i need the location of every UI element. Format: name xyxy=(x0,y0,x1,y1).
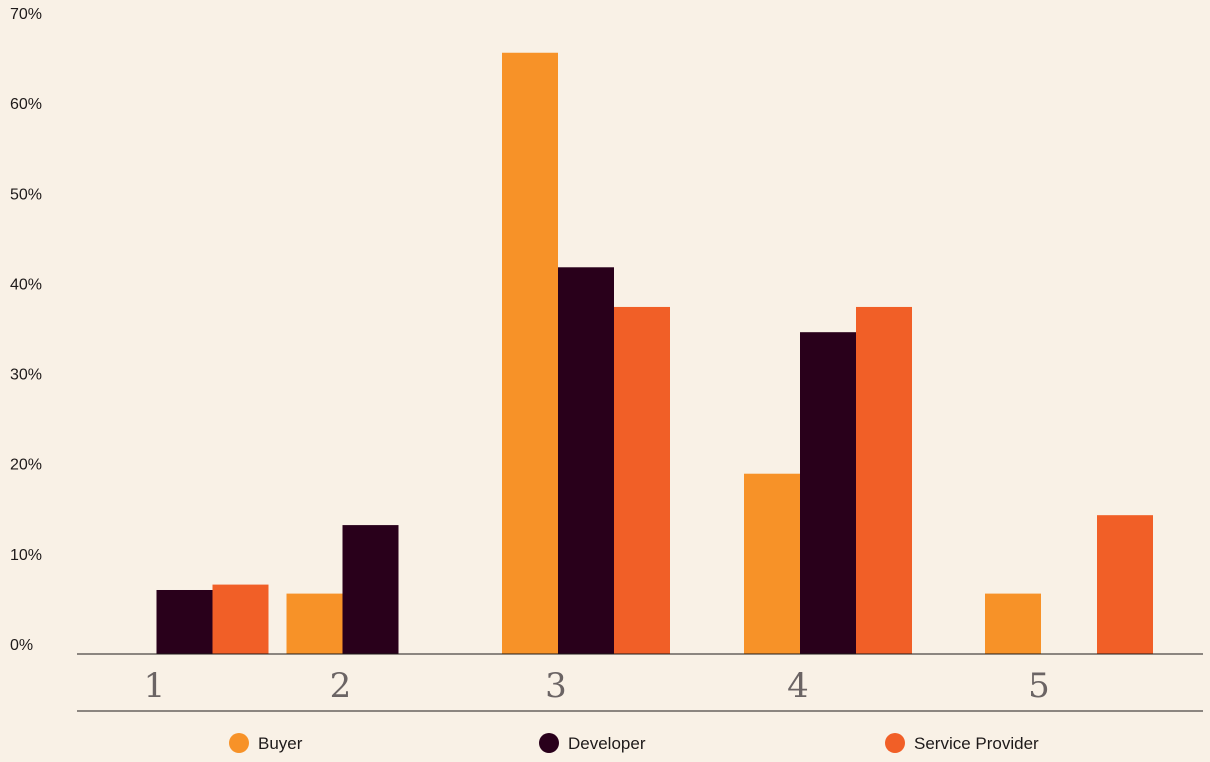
legend-label: Service Provider xyxy=(914,734,1039,753)
bar-buyer-4 xyxy=(744,473,800,654)
bar-developer-3 xyxy=(558,267,614,654)
y-tick-label: 0% xyxy=(10,637,33,654)
legend: Buyer Developer Service Provider xyxy=(229,733,1039,753)
legend-label: Buyer xyxy=(258,734,303,753)
x-axis-ticks: 1 2 3 4 5 xyxy=(144,666,1050,706)
x-tick-label: 1 xyxy=(144,666,166,706)
bar-developer-2 xyxy=(342,525,399,654)
x-tick-label: 2 xyxy=(330,666,352,706)
bar-buyer-5 xyxy=(985,593,1041,654)
y-tick-label: 20% xyxy=(10,457,42,474)
x-tick-label: 3 xyxy=(545,666,567,706)
y-tick-label: 40% xyxy=(10,276,42,293)
legend-item: Buyer xyxy=(229,733,303,753)
legend-swatch xyxy=(229,733,249,753)
legend-label: Developer xyxy=(568,734,646,753)
bar-buyer-3 xyxy=(502,52,558,655)
legend-item: Service Provider xyxy=(885,733,1039,753)
y-tick-label: 70% xyxy=(10,6,42,23)
y-tick-label: 50% xyxy=(10,186,42,203)
bar-developer-1 xyxy=(156,589,213,654)
x-tick-label: 5 xyxy=(1028,666,1050,706)
legend-item: Developer xyxy=(539,733,646,753)
bar-service-provider-5 xyxy=(1097,515,1153,654)
y-axis-ticks: 0% 10% 20% 30% 40% 50% 60% 70% xyxy=(10,6,42,654)
bar-service-provider-3 xyxy=(614,306,670,654)
bar-developer-4 xyxy=(800,332,856,654)
y-tick-label: 30% xyxy=(10,367,42,384)
y-tick-label: 60% xyxy=(10,96,42,113)
bar-service-provider-1 xyxy=(212,584,269,654)
y-tick-label: 10% xyxy=(10,547,42,564)
bar-buyer-2 xyxy=(286,593,343,654)
legend-swatch xyxy=(539,733,559,753)
legend-swatch xyxy=(885,733,905,753)
x-tick-label: 4 xyxy=(787,666,809,706)
bars xyxy=(156,52,1153,655)
bar-service-provider-4 xyxy=(856,306,912,654)
